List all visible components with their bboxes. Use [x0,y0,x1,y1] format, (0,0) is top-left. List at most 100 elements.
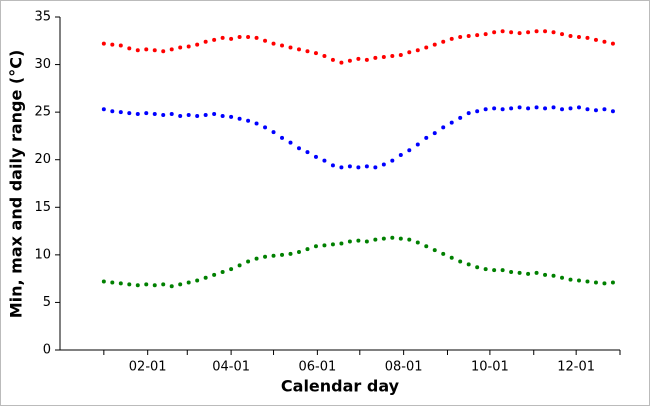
point [195,278,200,283]
point [364,164,369,169]
point [415,142,420,147]
x-axis-title: Calendar day [281,377,400,396]
point [127,46,132,51]
point [432,248,437,253]
point [466,262,471,267]
point [339,165,344,170]
point [492,30,497,35]
point [220,113,225,118]
point [390,235,395,240]
point [398,236,403,241]
point [296,146,301,151]
point [330,163,335,168]
point [178,113,183,118]
point [415,240,420,245]
point [246,259,251,264]
point [483,32,488,37]
point [229,36,234,41]
point [576,34,581,39]
point [203,112,208,117]
x-tick-label: 04-01 [212,360,250,375]
y-tick-label: 35 [34,10,51,25]
point [178,282,183,287]
point [585,279,590,284]
point [602,107,607,112]
point [475,109,480,114]
point [500,268,505,273]
point [390,54,395,59]
point [186,112,191,117]
point [381,236,386,241]
point [296,47,301,52]
point [483,267,488,272]
x-tick-label: 02-01 [129,360,167,375]
point [576,105,581,110]
point [560,275,565,280]
point [373,165,378,170]
point [441,39,446,44]
point [178,45,183,50]
point [458,259,463,264]
point [127,111,132,116]
point [441,251,446,256]
point [610,109,615,114]
point [169,47,174,52]
point [322,243,327,248]
point [517,105,522,110]
point [203,275,208,280]
point [568,106,573,111]
point [509,106,514,111]
point [458,34,463,39]
point [500,107,505,112]
point [246,34,251,39]
point [101,107,106,112]
point [152,48,157,53]
point [543,29,548,34]
point [263,38,268,43]
point [169,112,174,117]
point [118,281,123,286]
point [110,109,115,114]
point [610,280,615,285]
point [313,244,318,249]
point [424,244,429,249]
point [229,114,234,119]
y-tick-label: 15 [34,200,51,215]
point [305,49,310,54]
point [220,269,225,274]
point [186,280,191,285]
point [593,108,598,113]
point [543,106,548,111]
point [280,252,285,257]
point [152,112,157,117]
point [356,238,361,243]
point [356,56,361,61]
point [534,105,539,110]
point [186,44,191,49]
point [118,43,123,48]
point [313,51,318,56]
point [560,32,565,37]
point [415,48,420,53]
point [237,116,242,121]
point [517,31,522,36]
point [339,60,344,65]
point [432,42,437,47]
point [135,283,140,288]
point [364,57,369,62]
point [602,281,607,286]
point [144,47,149,52]
point [161,112,166,117]
point [288,140,293,145]
point [263,254,268,259]
point [212,37,217,42]
point [364,239,369,244]
point [322,158,327,163]
point [144,111,149,116]
point [305,150,310,155]
point [339,241,344,246]
x-tick-label: 08-01 [385,360,423,375]
point [313,154,318,159]
point [373,237,378,242]
point [254,121,259,126]
